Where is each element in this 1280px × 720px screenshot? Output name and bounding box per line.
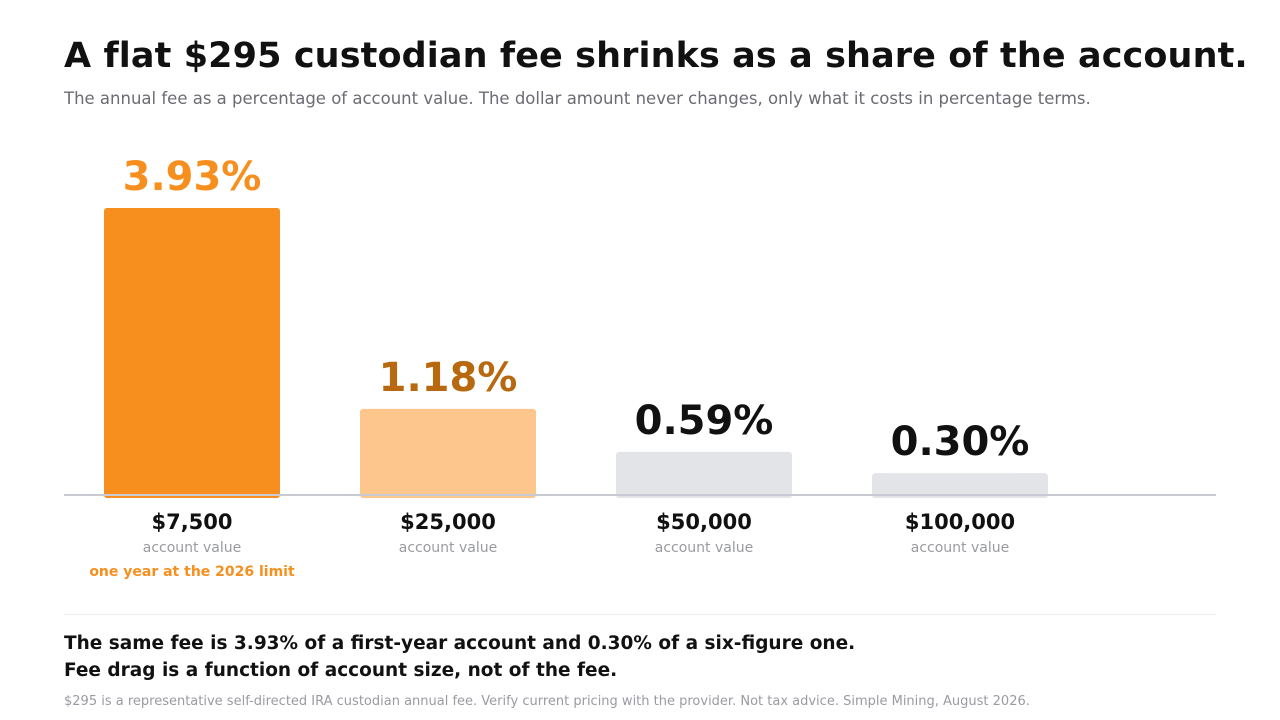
data-label: 3.93% (123, 154, 262, 200)
category-label: $7,500 (151, 510, 232, 534)
category-label: $25,000 (400, 510, 496, 534)
bar-annotation: one year at the 2026 limit (89, 564, 295, 580)
bar (360, 408, 536, 498)
category-label: $50,000 (656, 510, 752, 534)
data-label: 1.18% (379, 355, 518, 401)
bar (104, 208, 280, 498)
takeaway-line-2: Fee drag is a function of account size, … (64, 660, 618, 681)
category-sublabel: account value (655, 540, 753, 556)
chart-subtitle: The annual fee as a percentage of accoun… (64, 89, 1091, 108)
takeaway-line-1: The same fee is 3.93% of a first-year ac… (64, 633, 856, 654)
footnote: $295 is a representative self-directed I… (64, 694, 1030, 709)
bar (616, 451, 792, 498)
data-label: 0.30% (891, 419, 1030, 465)
bar (872, 473, 1048, 498)
data-label: 0.59% (635, 398, 774, 444)
section-divider (64, 614, 1216, 615)
bar-chart: 3.93% $7,500 account value one year at the … (64, 154, 1216, 580)
takeaway: The same fee is 3.93% of a first-year ac… (64, 630, 855, 684)
category-sublabel: account value (911, 540, 1009, 556)
category-label: $100,000 (905, 510, 1015, 534)
chart-title: A flat $295 custodian fee shrinks as a s… (64, 36, 1248, 76)
category-sublabel: account value (399, 540, 497, 556)
category-sublabel: account value (143, 540, 241, 556)
